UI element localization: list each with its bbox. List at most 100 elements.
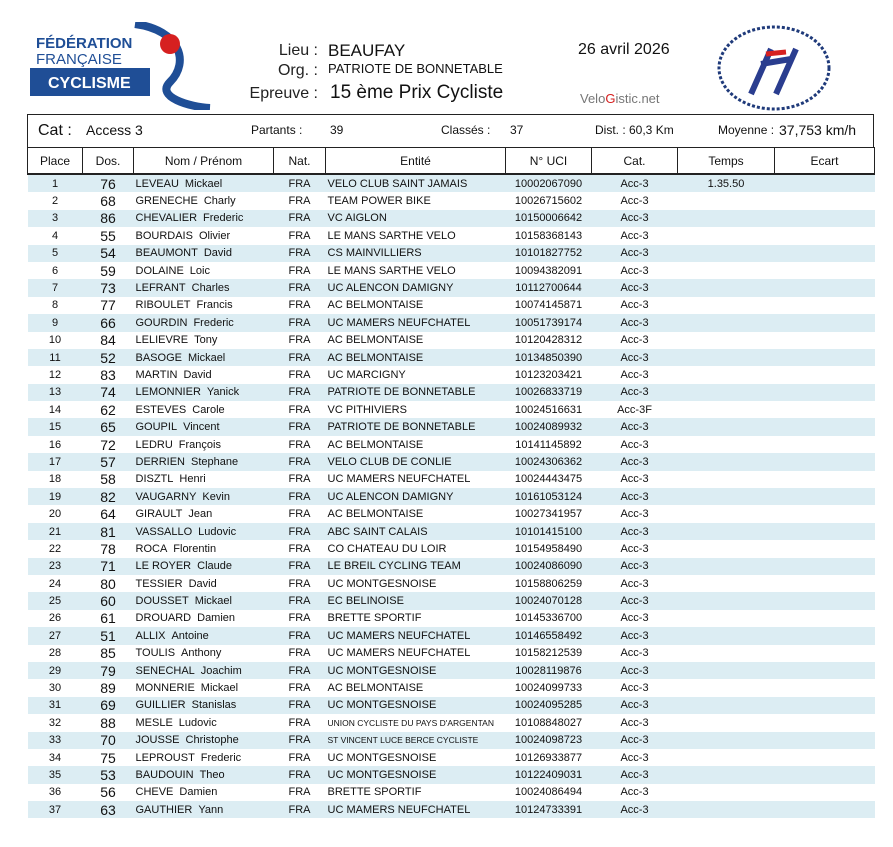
gap-cell — [775, 784, 875, 801]
time-cell: 1.35.50 — [677, 174, 775, 193]
team-cell: BRETTE SPORTIF — [327, 612, 422, 625]
last-name: MESLE — [135, 716, 173, 729]
table-row: 32 88 MESLE Ludovic FRA UNION CYCLISTE DU PAY… — [28, 714, 875, 731]
time-cell — [678, 401, 775, 418]
table-row: 35 53 BAUDOUIN Theo FRA UC MONTGESNOISE 101224… — [27, 766, 875, 784]
bib-cell: 61 — [100, 610, 116, 627]
uci-id-cell: 10120428312 — [514, 334, 583, 347]
last-name: SENECHAL — [135, 664, 195, 677]
nationality-cell: FRA — [273, 244, 326, 262]
uci-id-cell: 10145336700 — [514, 612, 583, 625]
uci-id-cell: 10094382091 — [514, 264, 583, 277]
time-cell — [677, 696, 775, 715]
place-cell: 33 — [27, 731, 83, 749]
rider-name: BASOGE Mickael — [133, 348, 274, 367]
nationality-cell: FRA — [288, 473, 311, 486]
category-cell: Acc-3 — [591, 766, 678, 784]
team-cell: UC MARCIGNY — [327, 368, 406, 381]
uci-id-cell: 10158368143 — [514, 229, 583, 242]
nationality-cell: FRA — [288, 403, 311, 416]
uci-id-cell: 10051739174 — [505, 314, 592, 332]
category-cell: Acc-3 — [620, 438, 649, 451]
classes-label: Classés : — [441, 123, 491, 137]
nationality-cell: FRA — [288, 682, 311, 695]
gap-cell — [774, 383, 875, 402]
table-row: 20 64 GIRAULT Jean FRA AC BELMONTAISE 10027341… — [28, 505, 875, 522]
table-row: 13 74 LEMONNIER Yanick FRA PATRIOTE DE BONNET… — [27, 383, 875, 402]
bib-cell: 79 — [82, 661, 134, 680]
table-row: 23 71 LE ROYER Claude FRA LE BREIL CYCLING TE… — [27, 557, 875, 575]
gap-cell — [774, 801, 875, 819]
team-cell: AC BELMONTAISE — [327, 682, 424, 695]
nationality-cell: FRA — [273, 731, 326, 749]
gap-cell — [775, 749, 875, 766]
place-cell: 5 — [27, 244, 83, 262]
last-name: TOULIS — [135, 647, 176, 660]
uci-id-cell: 10024099733 — [514, 682, 583, 695]
nationality-cell: FRA — [288, 751, 311, 764]
uci-id-cell: 10024098723 — [505, 731, 592, 749]
time-cell — [677, 627, 775, 645]
place-cell: 9 — [27, 314, 83, 332]
gap-cell — [775, 227, 875, 244]
first-name: Mickael — [187, 351, 226, 364]
team-cell: LE MANS SARTHE VELO — [327, 229, 456, 242]
first-name: Yann — [198, 803, 224, 816]
category-cell: Acc-3 — [620, 751, 649, 764]
column-header: Ecart — [774, 147, 875, 175]
time-cell — [678, 784, 775, 801]
gap-cell — [775, 436, 875, 453]
category-cell: Acc-3 — [591, 488, 678, 506]
gap-cell — [775, 714, 875, 731]
place-cell: 21 — [27, 522, 83, 541]
first-name: David — [203, 247, 232, 260]
uci-id-cell: 10146558492 — [505, 627, 592, 645]
last-name: GUILLIER — [135, 699, 186, 712]
team-cell: UC MONTGESNOISE — [325, 696, 506, 715]
last-name: MARTIN — [135, 368, 178, 381]
last-name: VASSALLO — [135, 525, 193, 538]
gap-cell — [774, 348, 875, 367]
rider-name: DROUARD Damien — [134, 610, 274, 627]
uci-id-cell: 10141145892 — [515, 438, 582, 451]
nationality-cell: FRA — [273, 279, 326, 297]
team-cell: ST VINCENT LUCE BERCE CYCLISTE — [325, 731, 506, 749]
rider-name: BEAUMONT David — [133, 244, 274, 262]
results-table: Place Dos. Nom / Prénom Nat. Entité N° UCI Cat… — [27, 147, 875, 819]
bib-cell: 68 — [100, 193, 116, 210]
time-cell — [678, 366, 775, 383]
time-cell — [677, 348, 775, 367]
first-name: David — [183, 368, 212, 381]
bib-cell: 77 — [100, 297, 116, 314]
rider-name: CHEVE Damien — [134, 784, 274, 801]
time-cell — [678, 575, 775, 592]
place-cell: 27 — [27, 627, 83, 645]
table-row: 4 55 BOURDAIS Olivier FRA LE MANS SARTHE VELO… — [28, 227, 875, 244]
place-cell: 12 — [48, 368, 62, 381]
category-cell: Acc-3 — [620, 229, 649, 242]
first-name: Mickael — [184, 177, 223, 190]
bib-cell: 54 — [82, 244, 134, 262]
org-label: Org. : — [277, 62, 318, 79]
ffc-logo: FÉDÉRATION FRANÇAISE CYCLISME — [30, 20, 215, 112]
last-name: BEAUMONT — [135, 247, 198, 260]
first-name: Damien — [179, 786, 218, 799]
time-cell — [677, 314, 775, 332]
table-row: 27 51 ALLIX Antoine FRA UC MAMERS NEUFCHATEL 1… — [27, 627, 875, 645]
nationality-cell: FRA — [288, 508, 311, 521]
uci-id-cell: 10123203421 — [514, 368, 583, 381]
nationality-cell: FRA — [288, 195, 311, 208]
time-cell — [677, 592, 775, 610]
nationality-cell: FRA — [273, 209, 326, 228]
category-cell: Acc-3 — [591, 696, 678, 715]
place-cell: 31 — [27, 696, 83, 715]
gap-cell — [775, 366, 875, 383]
bib-cell: 88 — [100, 714, 116, 731]
category-cell: Acc-3 — [591, 383, 678, 402]
time-cell — [677, 453, 775, 471]
rider-name: DOLAINE Loic — [134, 262, 274, 279]
rider-name: LEPROUST Frederic — [134, 749, 274, 766]
time-cell — [678, 436, 775, 453]
first-name: Stanislas — [191, 699, 237, 712]
team-cell: UC ALENCON DAMIGNY — [325, 488, 506, 506]
